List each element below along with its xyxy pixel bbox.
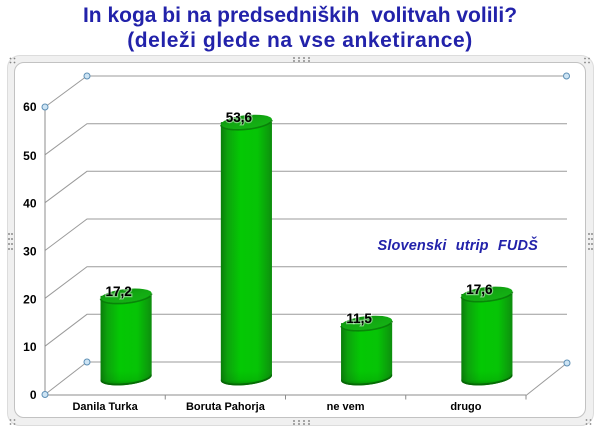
- svg-text:40: 40: [23, 197, 37, 211]
- svg-text:Danila Turka: Danila Turka: [72, 401, 138, 413]
- svg-text:20: 20: [23, 292, 37, 306]
- svg-text:10: 10: [23, 340, 37, 354]
- svg-text:53,6: 53,6: [226, 110, 253, 125]
- svg-text:60: 60: [23, 100, 37, 114]
- svg-text:17,2: 17,2: [105, 284, 131, 299]
- svg-text:53,6: 53,6: [226, 110, 253, 125]
- svg-text:50: 50: [23, 149, 37, 163]
- svg-text:11,5: 11,5: [346, 311, 372, 326]
- svg-text:Slovenski utrip FUDŠ: Slovenski utrip FUDŠ: [378, 236, 539, 254]
- svg-text:drugo: drugo: [450, 401, 481, 413]
- svg-text:17,6: 17,6: [466, 282, 493, 297]
- svg-text:0: 0: [30, 388, 37, 402]
- svg-text:11,5: 11,5: [346, 311, 372, 326]
- svg-text:Boruta Pahorja: Boruta Pahorja: [186, 401, 266, 413]
- svg-text:17,6: 17,6: [466, 282, 493, 297]
- svg-text:ne vem: ne vem: [327, 401, 365, 413]
- svg-text:30: 30: [23, 245, 37, 259]
- svg-text:17,2: 17,2: [105, 284, 131, 299]
